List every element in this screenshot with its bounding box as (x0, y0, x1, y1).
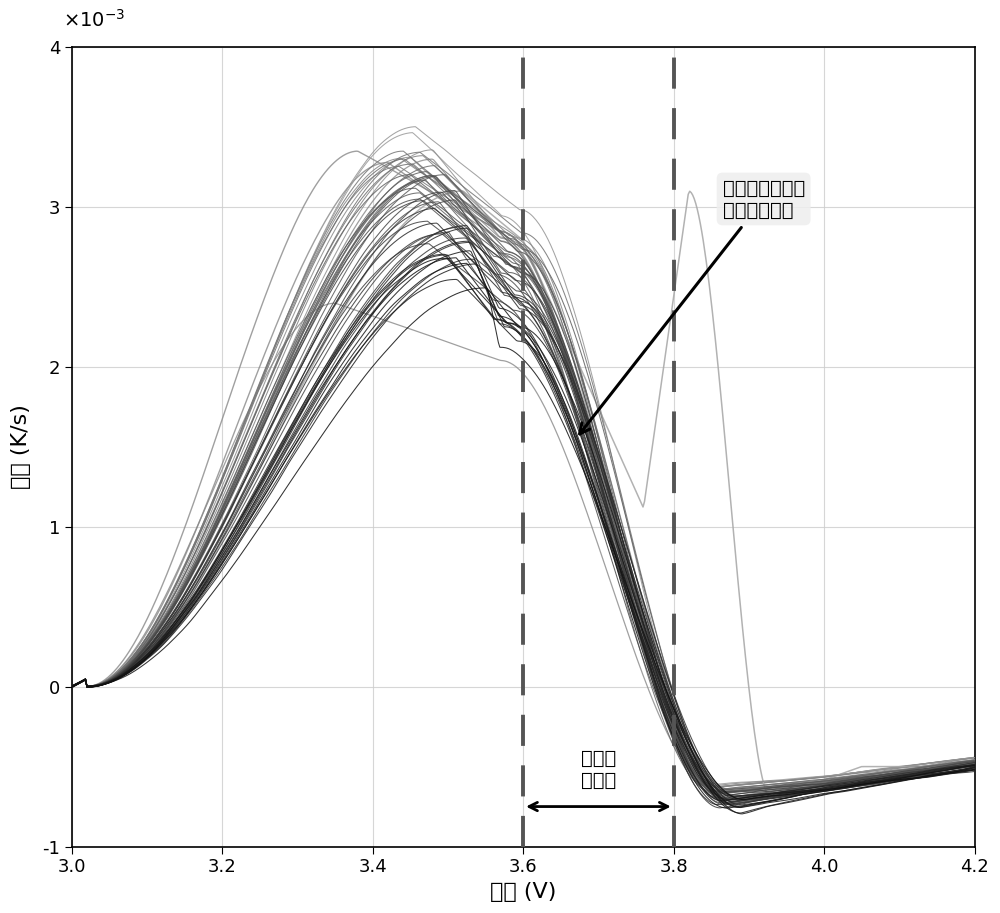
Y-axis label: 温升 (K/s): 温升 (K/s) (11, 404, 31, 489)
Text: 容量敏
感区间: 容量敏 感区间 (581, 750, 616, 791)
Text: 温升曲线随容量
衰退变化方向: 温升曲线随容量 衰退变化方向 (580, 178, 805, 434)
X-axis label: 电压 (V): 电压 (V) (490, 882, 556, 902)
Text: $\times10^{-3}$: $\times10^{-3}$ (63, 9, 125, 31)
